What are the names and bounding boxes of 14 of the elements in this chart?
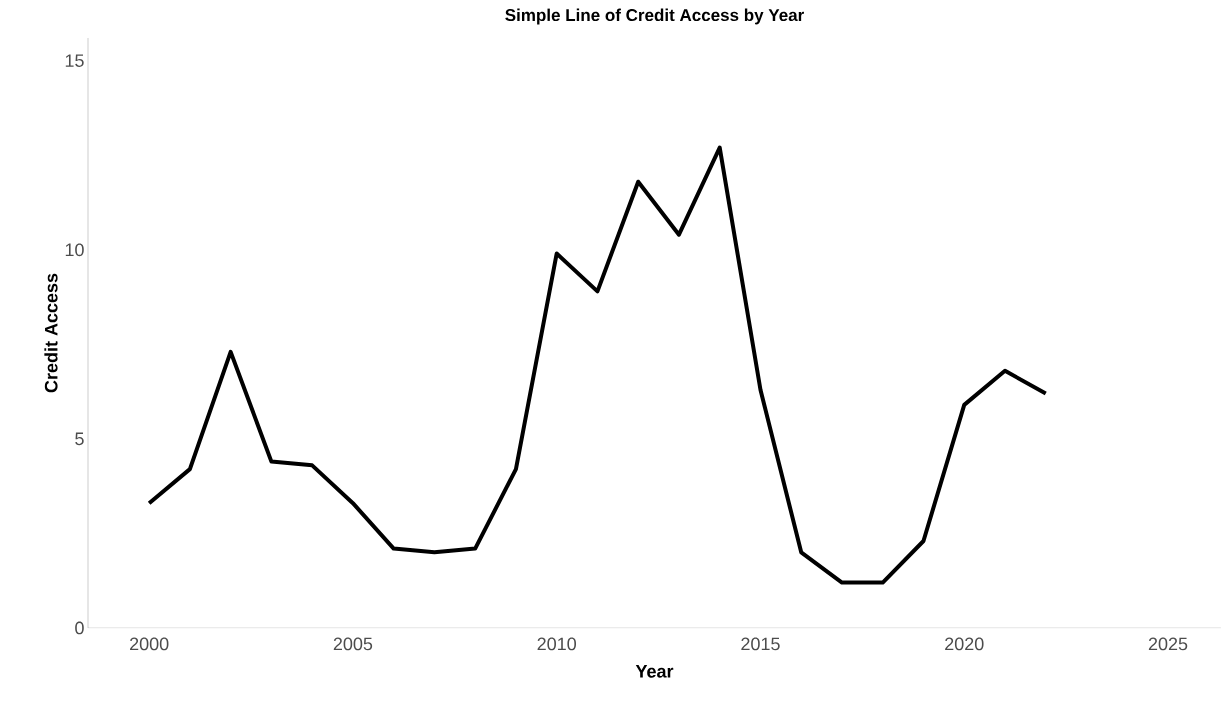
chart-title: Simple Line of Credit Access by Year: [505, 8, 804, 25]
line-series: [147, 145, 1048, 585]
y-tick-label: 10: [65, 243, 84, 257]
y-tick-label: 0: [75, 621, 84, 635]
x-tick-label: 2010: [537, 637, 577, 651]
x-tick-label: 2005: [333, 637, 373, 651]
x-tick-label: 2015: [741, 637, 780, 651]
x-tick-label: 2000: [130, 637, 169, 651]
x-tick-label: 2025: [1148, 637, 1188, 651]
x-tick-label: 2020: [945, 637, 984, 651]
y-tick-label: 5: [75, 432, 84, 446]
x-axis-title: Year: [635, 665, 674, 678]
y-tick-label: 15: [65, 54, 84, 67]
y-axis-title: Credit Access: [44, 273, 58, 393]
